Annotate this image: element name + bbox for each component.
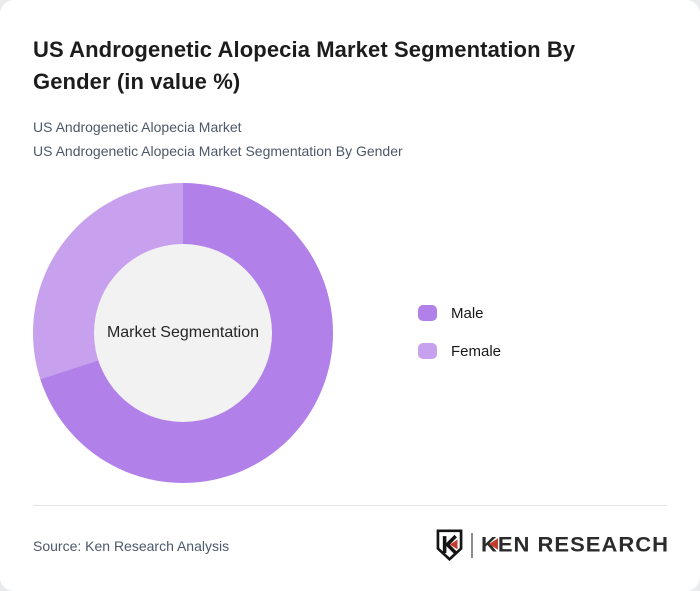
- shield-k-icon: [436, 529, 463, 561]
- header: US Androgenetic Alopecia Market Segmenta…: [33, 34, 667, 163]
- chart-subtitles: US Androgenetic Alopecia Market US Andro…: [33, 115, 667, 163]
- chart-legend: Male Female: [418, 301, 501, 377]
- logo-divider-bar: [470, 532, 473, 558]
- logo-wordmark: K EN RESEARCH: [481, 533, 669, 558]
- donut-hole: Market Segmentation: [94, 244, 272, 422]
- logo-rest: EN RESEARCH: [497, 532, 669, 557]
- legend-swatch-female: [418, 343, 437, 359]
- logo-k-letter: K: [480, 532, 498, 557]
- legend-item-male[interactable]: Male: [418, 301, 501, 325]
- legend-label-male: Male: [451, 304, 484, 322]
- subtitle-market: US Androgenetic Alopecia Market: [33, 119, 242, 135]
- chart-title-line1: US Androgenetic Alopecia Market Segmenta…: [33, 37, 576, 62]
- subtitle-segmentation: US Androgenetic Alopecia Market Segmenta…: [33, 143, 403, 159]
- legend-swatch-male: [418, 305, 437, 321]
- logo-k-triangle-icon: [488, 538, 498, 550]
- ken-research-logo: K EN RESEARCH: [435, 529, 669, 561]
- chart-title-line2: Gender (in value %): [33, 69, 241, 94]
- footer-divider: [33, 505, 667, 506]
- donut-center-label: Market Segmentation: [106, 324, 260, 341]
- donut-chart[interactable]: Market Segmentation: [33, 183, 333, 483]
- source-text: Source: Ken Research Analysis: [33, 538, 230, 554]
- legend-item-female[interactable]: Female: [418, 339, 501, 363]
- legend-label-female: Female: [451, 342, 502, 360]
- chart-title: US Androgenetic Alopecia Market Segmenta…: [33, 34, 667, 98]
